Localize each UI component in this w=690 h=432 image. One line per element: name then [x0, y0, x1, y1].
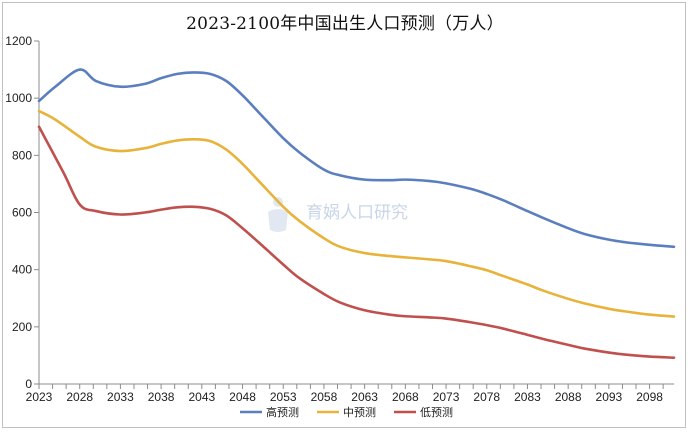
- x-tick-label: 2063: [351, 390, 378, 404]
- x-tick-label: 2088: [555, 390, 582, 404]
- series-line-1: [37, 68, 676, 249]
- y-tick-label: 800: [12, 148, 32, 162]
- x-tick-label: 2053: [270, 390, 297, 404]
- x-tick-label: 2058: [311, 390, 338, 404]
- x-tick-label: 2073: [433, 390, 460, 404]
- y-tick-label: 0: [25, 377, 32, 391]
- series-line-2: [37, 109, 676, 318]
- watermark-text: 育娲人口研究: [306, 203, 408, 223]
- y-tick-label: 1000: [5, 91, 32, 105]
- x-tick-label: 2098: [636, 390, 663, 404]
- legend-label-1: 高预测: [266, 405, 299, 419]
- x-tick-label: 2028: [66, 390, 93, 404]
- x-tick-label: 2023: [26, 390, 53, 404]
- x-tick-label: 2043: [188, 390, 215, 404]
- series-line-3: [37, 125, 676, 359]
- y-tick-label: 600: [12, 206, 32, 220]
- legend-label-2: 中预测: [343, 406, 376, 419]
- y-tick-label: 200: [12, 320, 32, 334]
- x-tick-label: 2078: [473, 390, 500, 404]
- watermark: 育娲人口研究: [268, 197, 408, 232]
- x-tick-label: 2038: [148, 390, 175, 404]
- y-tick-label: 1200: [5, 34, 32, 48]
- legend-label-3: 低预测: [420, 406, 453, 419]
- chart-title: 2023-2100年中国出生人口预测（万人）: [186, 14, 504, 34]
- x-tick-label: 2093: [596, 390, 623, 404]
- x-tick-label: 2083: [514, 390, 541, 404]
- x-tick-label: 2033: [107, 390, 134, 404]
- y-tick-label: 400: [12, 263, 32, 277]
- x-tick-label: 2068: [392, 390, 419, 404]
- x-tick-label: 2048: [229, 390, 256, 404]
